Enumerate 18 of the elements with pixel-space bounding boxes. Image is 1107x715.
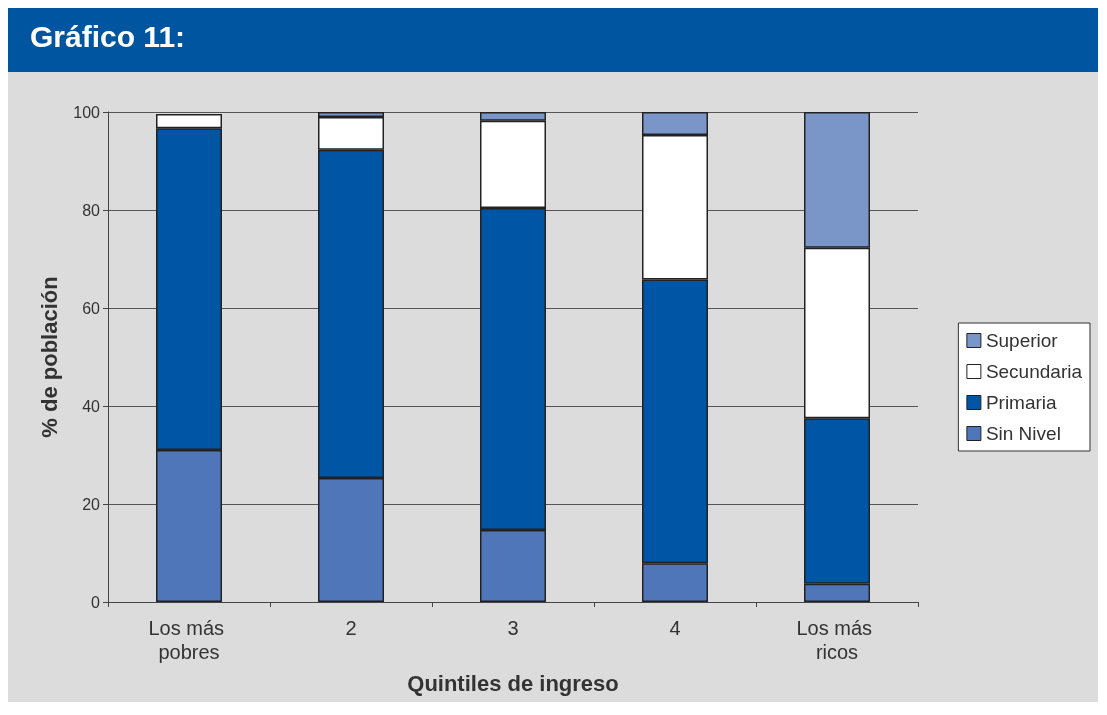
legend-label: Sin Nivel (985, 423, 1061, 444)
x-tick-label: 2 (345, 617, 357, 639)
y-tick-label: 80 (82, 201, 101, 219)
y-tick-label: 100 (73, 103, 101, 121)
x-tick-label: Los más pobres (148, 617, 230, 663)
x-tick-label: Los más ricos (796, 617, 878, 663)
y-tick-label: 20 (82, 495, 101, 513)
y-tick-label: 40 (82, 397, 101, 415)
y-axis-title: % de población (36, 276, 62, 438)
legend-label: Primaria (985, 392, 1058, 413)
y-tick-label: 0 (91, 593, 101, 611)
x-tick-label: 4 (669, 617, 681, 639)
chart-title: Gráfico 11: (8, 8, 1098, 72)
legend-label: Superior (985, 330, 1059, 351)
legend-label: Secundaria (985, 361, 1083, 382)
x-axis-title: Quintiles de ingreso (407, 670, 619, 696)
x-tick-label: 3 (507, 617, 519, 639)
y-tick-label: 60 (82, 299, 101, 317)
